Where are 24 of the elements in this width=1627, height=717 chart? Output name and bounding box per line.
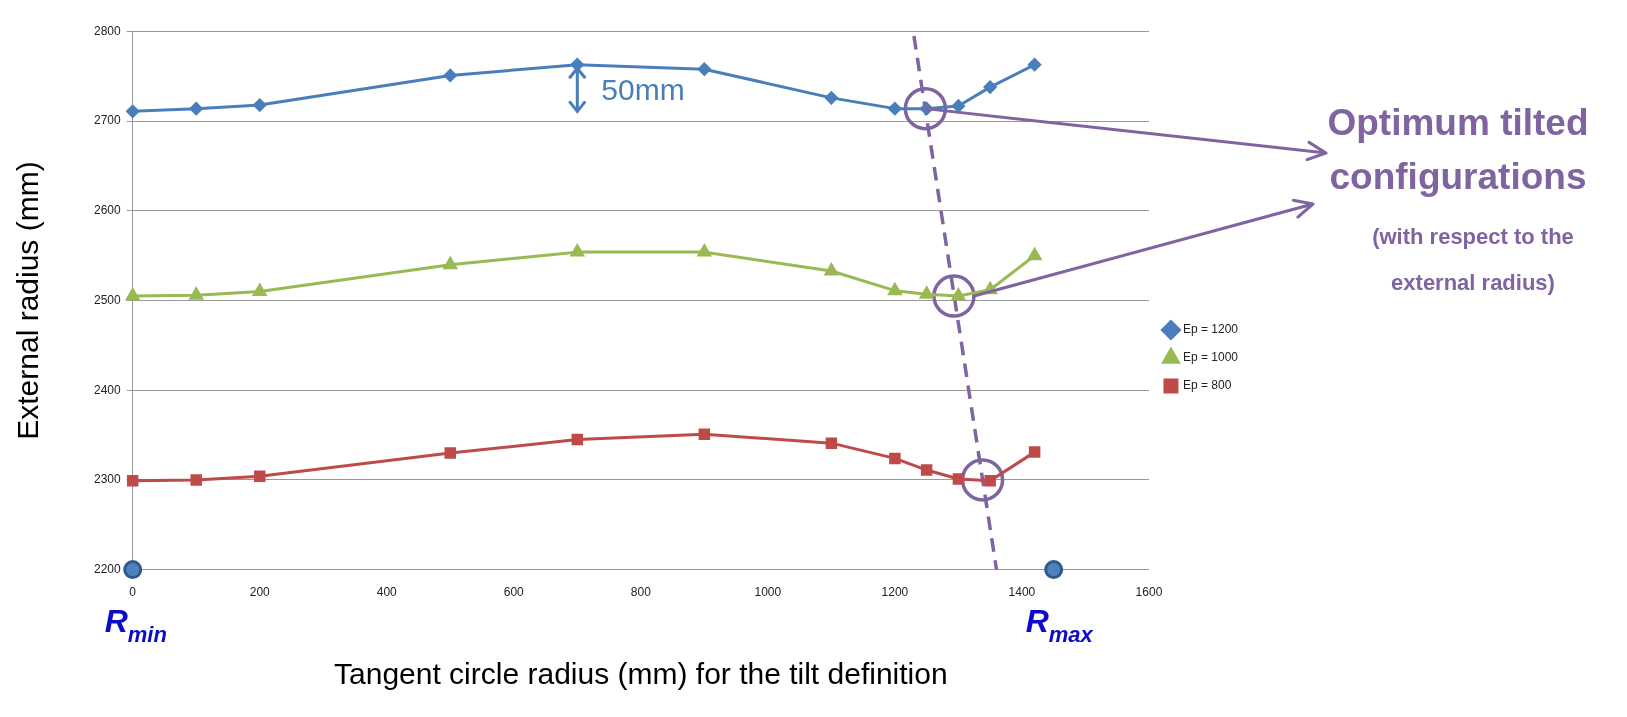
x-tick-label: 400 xyxy=(376,585,398,600)
y-tick-label: 2400 xyxy=(93,382,122,397)
y-tick-label: 2300 xyxy=(93,472,122,487)
legend-label: Ep = 1000 xyxy=(1182,350,1239,365)
text: (with respect to the external radius) xyxy=(1371,223,1575,297)
annotation: 50mm xyxy=(601,73,685,107)
y-axis-title: External radius (mm) xyxy=(11,161,45,440)
annotation: Optimum tilted configurations xyxy=(1326,101,1590,199)
x-axis-title: Tangent circle radius (mm) for the tilt definition xyxy=(334,657,948,691)
y-tick-label: 2200 xyxy=(93,561,122,576)
y-tick-label: 2800 xyxy=(93,23,122,38)
x-tick-label: 1200 xyxy=(881,585,909,600)
x-tick-label: 0 xyxy=(129,585,137,600)
legend-label: Ep = 1200 xyxy=(1182,322,1239,337)
x-tick-label: 600 xyxy=(503,585,525,600)
y-tick-label: 2500 xyxy=(93,292,122,307)
y-tick-label: 2600 xyxy=(93,203,122,218)
x-tick-label: 1400 xyxy=(1008,585,1036,600)
x-tick-label: 200 xyxy=(249,585,271,600)
y-tick-label: 2700 xyxy=(93,113,122,128)
x-tick-label: 1600 xyxy=(1135,585,1163,600)
x-tick-label: 800 xyxy=(630,585,652,600)
x-tick-label: 1000 xyxy=(754,585,782,600)
legend-label: Ep = 800 xyxy=(1182,378,1232,393)
